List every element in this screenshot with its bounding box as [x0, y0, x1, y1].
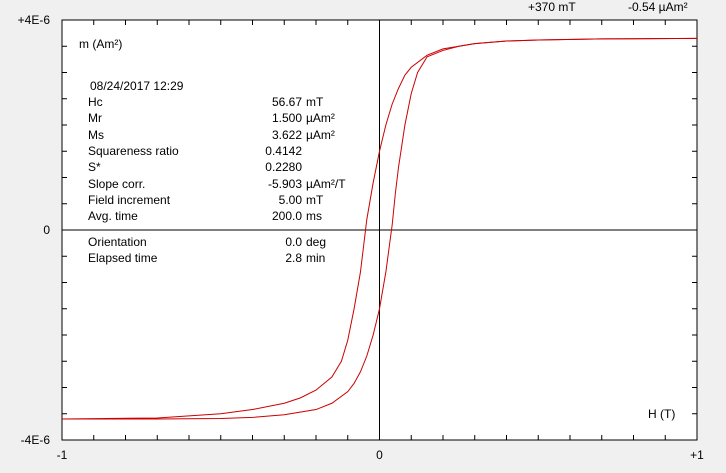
y-axis-label: m (Am²): [79, 37, 123, 51]
parameter-label: Mr: [88, 111, 102, 126]
parameter-unit: min: [306, 251, 326, 265]
parameter-value: 3.622: [271, 127, 302, 142]
parameter-label: S*: [88, 160, 101, 175]
parameter-value: 0.0: [285, 235, 302, 249]
parameter-unit: ms: [306, 209, 322, 224]
parameter-unit: mT: [306, 192, 324, 207]
parameter-unit: µAm²/T: [306, 176, 346, 191]
parameter-value: 0.4142: [265, 143, 302, 158]
parameter-value: 2.8: [285, 251, 302, 265]
tick-marks: [61, 19, 698, 441]
parameter-label: Slope corr.: [88, 176, 146, 191]
parameter-label: Hc: [88, 95, 103, 109]
parameter-row: Squareness ratio 0.4142: [88, 143, 388, 159]
parameter-row: Slope corr. -5.903 µAm²/T: [88, 176, 388, 192]
hysteresis-branch-2: [62, 37, 698, 420]
series-layer: [61, 37, 698, 420]
parameter-label: Orientation: [88, 235, 147, 249]
x-axis-label: H (T): [648, 407, 676, 421]
parameter-unit: deg: [306, 235, 327, 249]
x-tick-label: +1: [690, 448, 704, 462]
y-tick-label: 0: [43, 223, 50, 237]
moment-readout: -0.54 µAm²: [628, 0, 688, 14]
parameter-row: Ms 3.622 µAm²: [88, 127, 388, 143]
tick-labels: -1 0 +1 +4E-6 0 -4E-6: [18, 13, 705, 462]
parameter-label: Field increment: [88, 192, 171, 207]
parameter-value: 56.67: [271, 95, 302, 109]
parameter-label: Squareness ratio: [88, 143, 179, 158]
x-tick-label: 0: [376, 448, 383, 462]
parameter-unit: µAm²: [306, 127, 335, 142]
parameter-value: 5.00: [278, 192, 302, 207]
parameter-unit: mT: [306, 95, 324, 109]
x-tick-label: -1: [57, 448, 68, 462]
parameter-label: Elapsed time: [88, 251, 158, 265]
parameter-label: Ms: [88, 127, 104, 142]
parameter-row: Elapsed time 2.8 min: [88, 250, 388, 266]
parameter-value: 1.500: [271, 111, 302, 126]
measurement-datetime: 08/24/2017 12:29: [90, 79, 184, 93]
parameter-row: Orientation 0.0 deg: [88, 234, 388, 250]
parameter-value: 0.2280: [265, 160, 302, 175]
parameter-row: S* 0.2280: [88, 159, 388, 175]
field-readout: +370 mT: [528, 0, 576, 14]
parameter-value: -5.903: [267, 176, 302, 191]
parameter-unit: µAm²: [306, 111, 335, 126]
parameter-label: Avg. time: [88, 209, 138, 224]
parameter-value: 200.0: [271, 209, 302, 224]
y-tick-label: +4E-6: [18, 13, 51, 27]
parameter-row: Field increment 5.00 mT: [88, 192, 388, 208]
parameter-row: Avg. time 200.0 ms: [88, 208, 388, 224]
parameter-row: Hc 56.67 mT: [88, 94, 388, 110]
y-tick-label: -4E-6: [21, 433, 51, 447]
parameter-row: Mr 1.500 µAm²: [88, 110, 388, 126]
